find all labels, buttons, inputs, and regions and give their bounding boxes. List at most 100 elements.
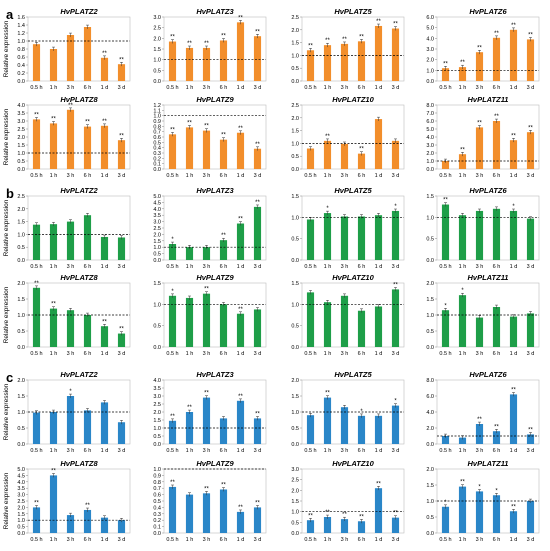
y-axis-label: Relative expression xyxy=(3,108,10,165)
bar xyxy=(526,501,535,533)
x-tick-label: 3 d xyxy=(527,537,535,543)
bar xyxy=(83,315,92,347)
bar xyxy=(458,154,467,169)
y-tick-label: 0.5 xyxy=(153,499,161,505)
bar xyxy=(253,206,262,260)
significance-label: ** xyxy=(221,483,226,489)
chart-c-hvplatz2: HvPLATZ2 0.0 0.5 1.0 1.5 2.0 Relative expressi… xyxy=(3,370,131,454)
y-tick-label: 0.5 xyxy=(17,525,25,531)
x-tick-label: 1 h xyxy=(50,264,58,270)
x-tick-label: 6 h xyxy=(220,173,228,179)
plot-frame xyxy=(301,195,405,261)
x-tick-label: 0.5 h xyxy=(304,537,316,543)
y-tick-label: 0.5 xyxy=(17,245,25,251)
x-tick-label: 1 d xyxy=(510,264,518,270)
bar xyxy=(441,68,450,81)
y-tick-label: 4.5 xyxy=(17,473,25,479)
plot-frame xyxy=(436,195,540,261)
y-tick-label: 2.5 xyxy=(291,103,299,109)
x-tick-label: 3 d xyxy=(527,264,535,270)
x-tick-label: 1 d xyxy=(375,173,383,179)
significance-label: ** xyxy=(204,486,209,492)
y-tick-label: 1.5 xyxy=(291,194,299,200)
significance-label: ** xyxy=(342,37,347,43)
y-tick-label: 1.0 xyxy=(291,510,299,516)
y-tick-label: 0.4 xyxy=(153,146,161,152)
x-tick-label: 0.5 h xyxy=(30,448,42,454)
bar xyxy=(168,134,177,169)
bar xyxy=(509,140,518,169)
y-tick-label: 3.0 xyxy=(17,493,25,499)
chart-title: HvPLATZ5 xyxy=(334,186,372,195)
x-tick-label: 1 d xyxy=(237,264,245,270)
bar xyxy=(306,520,315,533)
y-tick-label: 3.5 xyxy=(17,486,25,492)
y-tick-label: 0.0 xyxy=(153,442,161,448)
chart-c-hvplatz8: HvPLATZ8 0.00.51.01.52.02.53.03.54.04.55.… xyxy=(3,459,131,543)
x-tick-label: 1 d xyxy=(510,351,518,357)
x-tick-label: 3 d xyxy=(392,448,400,454)
y-tick-label: 0.7 xyxy=(153,486,161,492)
y-tick-label: 0.0 xyxy=(153,531,161,537)
bar xyxy=(49,49,58,81)
bar xyxy=(526,218,535,260)
bar xyxy=(509,29,518,81)
chart-title: HvPLATZ8 xyxy=(60,273,98,282)
x-tick-label: 3 h xyxy=(67,264,75,270)
significance-label: ** xyxy=(342,512,347,518)
y-tick-label: 0.0 xyxy=(291,79,299,85)
bar xyxy=(219,304,228,347)
y-tick-label: 3.5 xyxy=(153,386,161,392)
bar xyxy=(83,410,92,444)
significance-label: ** xyxy=(376,19,381,25)
significance-label: * xyxy=(461,288,464,294)
bar xyxy=(168,244,177,260)
significance-label: ** xyxy=(393,511,398,517)
chart-title: HvPLATZ6 xyxy=(469,370,507,379)
y-tick-label: 4.0 xyxy=(153,378,161,384)
significance-label: ** xyxy=(308,513,313,519)
y-tick-label: 2.0 xyxy=(426,58,434,64)
y-tick-label: 0.0 xyxy=(17,167,25,173)
x-tick-label: 6 h xyxy=(493,264,501,270)
panel-letter: c xyxy=(6,370,13,385)
x-tick-label: 3 d xyxy=(392,173,400,179)
bar xyxy=(323,45,332,81)
y-tick-label: 4.0 xyxy=(426,135,434,141)
y-tick-label: 0.7 xyxy=(153,130,161,136)
y-tick-label: 1.1 xyxy=(153,108,161,114)
x-tick-label: 3 h xyxy=(203,448,211,454)
x-tick-label: 1 h xyxy=(459,537,467,543)
y-tick-label: 1.0 xyxy=(17,232,25,238)
y-tick-label: 1.0 xyxy=(153,426,161,432)
y-tick-label: 8.0 xyxy=(426,103,434,109)
x-tick-label: 6 h xyxy=(493,448,501,454)
significance-label: ** xyxy=(393,282,398,288)
y-tick-label: 1.0 xyxy=(291,215,299,221)
x-tick-label: 6 h xyxy=(84,448,92,454)
bar xyxy=(340,216,349,260)
y-tick-label: 1.2 xyxy=(153,103,161,109)
y-tick-label: 0.0 xyxy=(17,531,25,537)
bar xyxy=(458,215,467,260)
x-tick-label: 1 h xyxy=(50,85,58,91)
bar xyxy=(391,289,400,347)
significance-label: ** xyxy=(477,417,482,423)
y-tick-label: 0.0 xyxy=(426,79,434,85)
significance-label: ** xyxy=(494,424,499,430)
bar xyxy=(100,402,109,444)
y-tick-label: 3.5 xyxy=(153,213,161,219)
chart-a-hvplatz6: HvPLATZ6 0.0 1.0 2.0 3.0 4.0 5.0 6.0 ** 0.5 h ** 1 … xyxy=(426,7,540,91)
bar xyxy=(83,27,92,81)
y-tick-label: 1.0 xyxy=(17,518,25,524)
y-tick-label: 2.5 xyxy=(17,194,25,200)
y-tick-label: 0.5 xyxy=(291,426,299,432)
y-tick-label: 0.0 xyxy=(291,531,299,537)
y-tick-label: 0.8 xyxy=(17,47,25,53)
bar xyxy=(441,204,450,260)
x-tick-label: 3 h xyxy=(67,448,75,454)
significance-label: ** xyxy=(308,43,313,49)
chart-c-hvplatz11: HvPLATZ11 0.0 0.5 1.0 1.5 2.0 * 0.5 h ** 1 h * 3 h *… xyxy=(426,459,540,543)
bar xyxy=(492,495,501,533)
y-tick-label: 1.5 xyxy=(17,143,25,149)
